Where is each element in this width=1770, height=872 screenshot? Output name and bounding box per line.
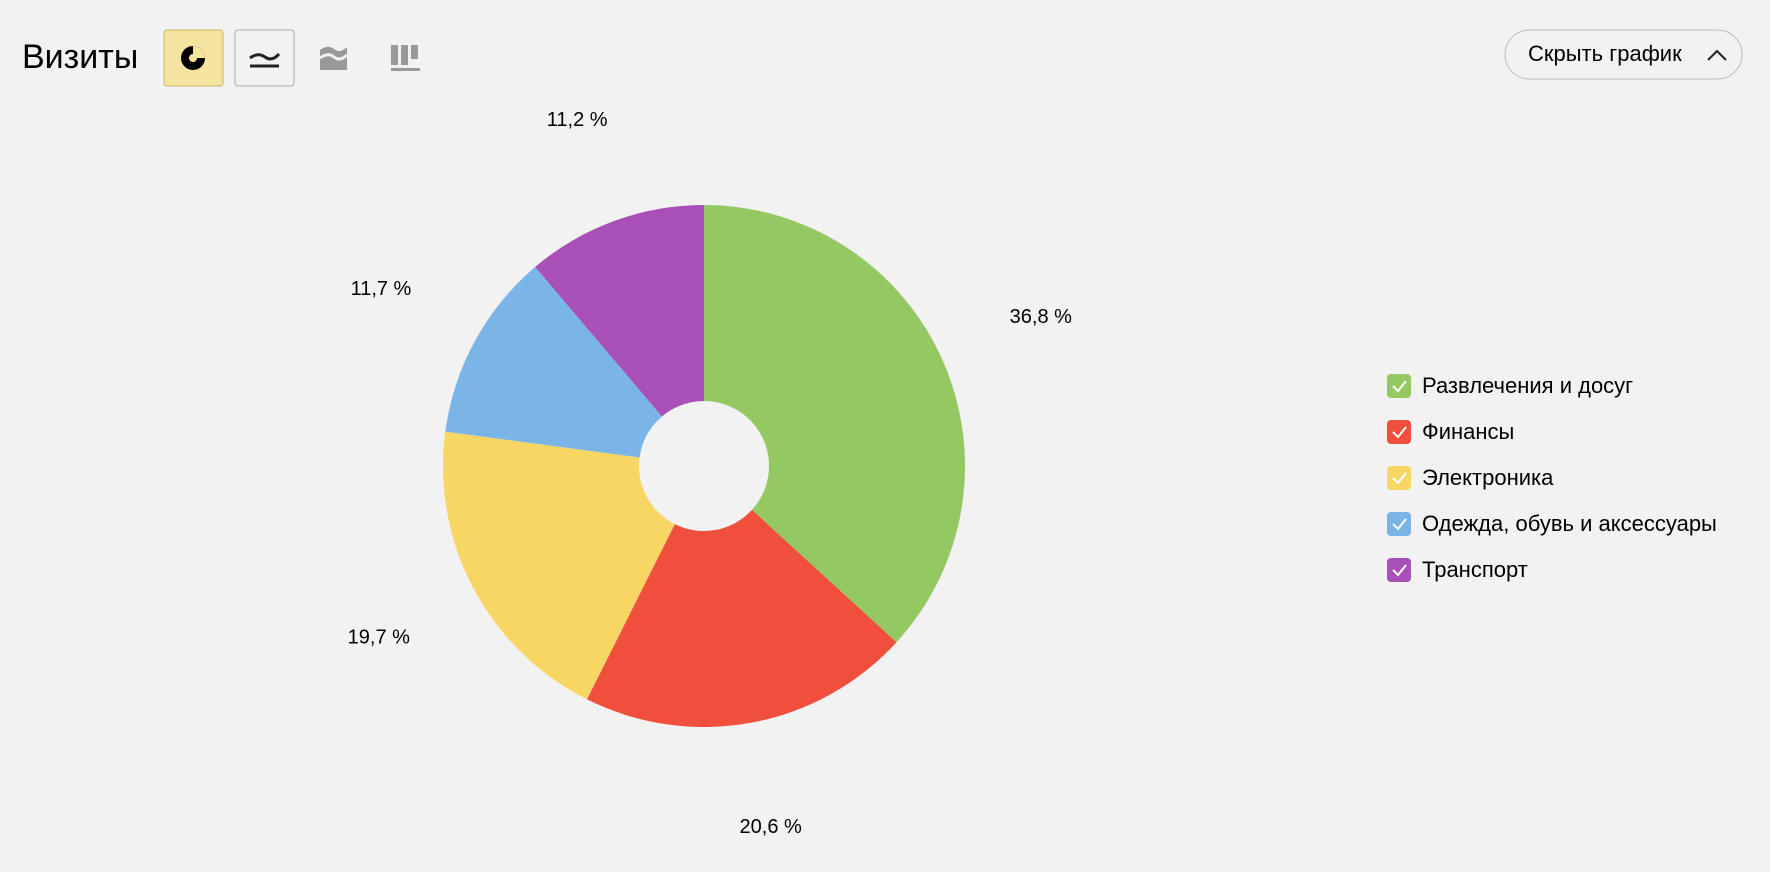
legend-label: Одежда, обувь и аксессуары — [1422, 511, 1717, 536]
area-view-toggle[interactable] — [319, 46, 349, 70]
legend-check — [1392, 380, 1407, 393]
bar-icon — [391, 45, 398, 65]
data-label: 36,8 % — [1010, 306, 1072, 328]
legend-label: Финансы — [1422, 419, 1514, 444]
line-icon — [249, 52, 281, 61]
pie-icon-hole — [189, 54, 197, 62]
hide-chart-button[interactable]: Скрыть график — [1504, 29, 1743, 80]
data-label: 11,7 % — [351, 278, 412, 300]
legend-check — [1392, 518, 1407, 531]
legend-swatch — [1387, 466, 1411, 490]
legend-swatch — [1387, 420, 1411, 444]
pie-slice — [704, 205, 965, 643]
button-bg — [1504, 29, 1743, 80]
legend-check — [1392, 426, 1407, 439]
data-label: 11,2 % — [547, 109, 608, 131]
legend-swatch — [1387, 374, 1411, 398]
legend-item[interactable]: Электроника — [1387, 465, 1554, 490]
legend-swatch — [1387, 512, 1411, 536]
pie-icon-cut — [193, 46, 205, 58]
bar-view-toggle[interactable] — [391, 45, 420, 71]
bar-icon — [411, 45, 418, 59]
pie-slice — [445, 267, 662, 458]
legend-check — [1392, 564, 1407, 577]
bar-icon-base — [391, 68, 420, 71]
area-icon-gap — [319, 53, 349, 61]
page-title: Визиты — [22, 38, 138, 76]
chart: 36,8 % 20,6 % 19,7 % 11,7 % 11,2 % Развлечени… — [348, 109, 1717, 838]
chevron-icon — [1707, 49, 1727, 61]
legend-item[interactable]: Развлечения и досуг — [1387, 373, 1633, 398]
legend-item[interactable]: Одежда, обувь и аксессуары — [1387, 511, 1717, 536]
data-label: 19,7 % — [348, 626, 410, 648]
button-label: Скрыть график — [1528, 41, 1682, 66]
line-view-toggle[interactable] — [234, 29, 295, 87]
legend-label: Транспорт — [1422, 557, 1528, 582]
pie-slice — [535, 205, 704, 417]
legend-label: Электроника — [1422, 465, 1554, 490]
pie-view-toggle[interactable] — [163, 29, 224, 87]
pie-slice — [586, 509, 897, 727]
legend-check — [1392, 472, 1407, 485]
legend-swatch — [1387, 558, 1411, 582]
pie-slice — [443, 431, 675, 700]
legend-item[interactable]: Транспорт — [1387, 557, 1528, 582]
data-label: 20,6 % — [740, 816, 802, 838]
legend-item[interactable]: Финансы — [1387, 419, 1514, 444]
bar-icon — [401, 45, 408, 65]
legend-label: Развлечения и досуг — [1422, 373, 1633, 398]
